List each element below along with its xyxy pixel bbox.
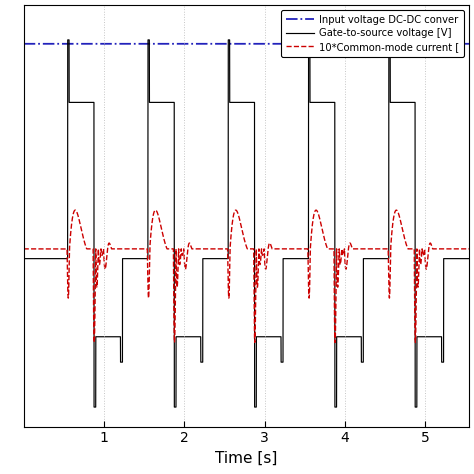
Line: 10*Common-mode current [: 10*Common-mode current [ <box>24 210 469 343</box>
Legend: Input voltage DC-DC conver, Gate-to-source voltage [V], 10*Common-mode current [: Input voltage DC-DC conver, Gate-to-sour… <box>281 10 464 57</box>
Gate-to-source voltage [V] <box>401 100 407 105</box>
10*Common-mode current [ <box>207 246 213 252</box>
10*Common-mode current [ <box>21 246 27 252</box>
Input voltage DC-DC conver <box>145 41 151 46</box>
10*Common-mode current [ <box>398 221 404 227</box>
X-axis label: Time [s]: Time [s] <box>215 451 278 466</box>
10*Common-mode current [ <box>466 246 472 252</box>
Gate-to-source voltage [V] <box>317 100 322 105</box>
Input voltage DC-DC conver <box>398 41 404 46</box>
Gate-to-source voltage [V] <box>207 256 213 262</box>
Input voltage DC-DC conver <box>466 41 472 46</box>
Gate-to-source voltage [V] <box>466 256 472 262</box>
Input voltage DC-DC conver <box>164 41 170 46</box>
10*Common-mode current [ <box>172 340 177 346</box>
Gate-to-source voltage [V] <box>21 256 27 262</box>
10*Common-mode current [ <box>145 275 151 281</box>
10*Common-mode current [ <box>401 236 407 241</box>
10*Common-mode current [ <box>313 207 319 213</box>
Gate-to-source voltage [V] <box>145 256 151 262</box>
Gate-to-source voltage [V] <box>65 37 71 43</box>
Gate-to-source voltage [V] <box>398 100 404 105</box>
Gate-to-source voltage [V] <box>164 100 170 105</box>
Input voltage DC-DC conver <box>21 41 27 46</box>
Gate-to-source voltage [V] <box>91 404 97 410</box>
Line: Gate-to-source voltage [V]: Gate-to-source voltage [V] <box>24 40 469 407</box>
Input voltage DC-DC conver <box>207 41 213 46</box>
Input voltage DC-DC conver <box>401 41 407 46</box>
10*Common-mode current [ <box>164 246 170 251</box>
Input voltage DC-DC conver <box>317 41 322 46</box>
10*Common-mode current [ <box>317 214 322 220</box>
